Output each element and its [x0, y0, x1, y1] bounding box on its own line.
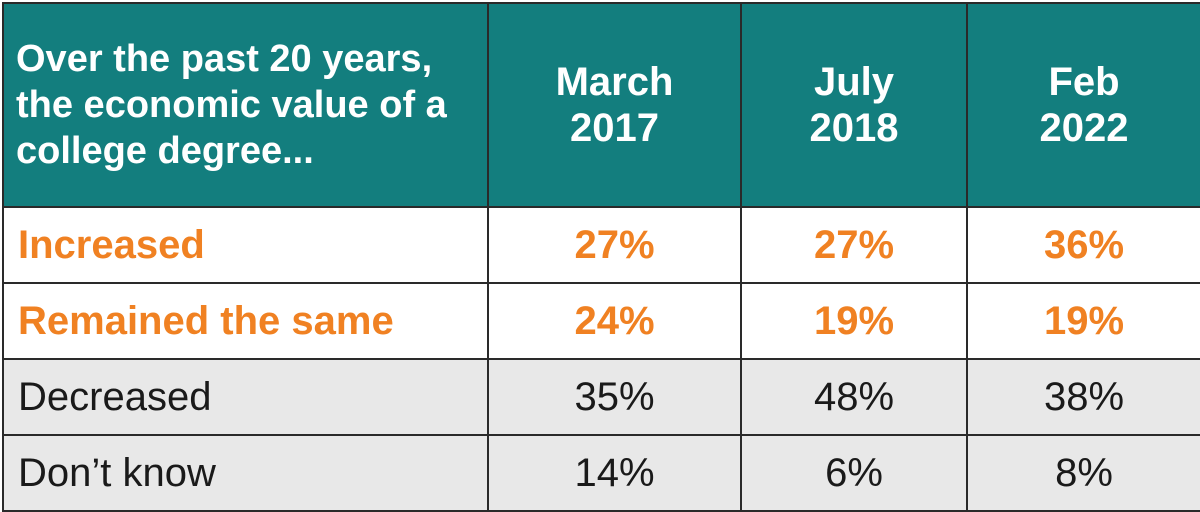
table-row-increased: Increased 27% 27% 36%: [2, 206, 1200, 284]
column-header-month: Feb: [1048, 60, 1120, 104]
cell-value: 8%: [966, 434, 1200, 512]
row-label: Remained the same: [2, 282, 489, 360]
table-row-remained-the-same: Remained the same 24% 19% 19%: [2, 282, 1200, 360]
table-row-decreased: Decreased 35% 48% 38%: [2, 358, 1200, 436]
cell-value: 27%: [487, 206, 742, 284]
column-header-year: 2018: [809, 106, 899, 150]
column-header-month: July: [813, 60, 895, 104]
row-label: Decreased: [2, 358, 489, 436]
cell-value: 19%: [966, 282, 1200, 360]
cell-value: 38%: [966, 358, 1200, 436]
column-header-march-2017: March 2017: [487, 2, 742, 208]
cell-value: 19%: [740, 282, 968, 360]
header-row: Over the past 20 years, the economic val…: [2, 2, 1200, 208]
table-row-dont-know: Don’t know 14% 6% 8%: [2, 434, 1200, 512]
cell-value: 27%: [740, 206, 968, 284]
column-header-feb-2022: Feb 2022: [966, 2, 1200, 208]
cell-value: 48%: [740, 358, 968, 436]
column-header-year: 2017: [570, 106, 659, 150]
cell-value: 24%: [487, 282, 742, 360]
column-header-july-2018: July 2018: [740, 2, 968, 208]
question-header: Over the past 20 years, the economic val…: [2, 2, 489, 208]
cell-value: 14%: [487, 434, 742, 512]
row-label: Don’t know: [2, 434, 489, 512]
cell-value: 36%: [966, 206, 1200, 284]
column-header-month: March: [555, 60, 674, 104]
column-header-year: 2022: [1039, 106, 1129, 150]
cell-value: 6%: [740, 434, 968, 512]
cell-value: 35%: [487, 358, 742, 436]
row-label: Increased: [2, 206, 489, 284]
